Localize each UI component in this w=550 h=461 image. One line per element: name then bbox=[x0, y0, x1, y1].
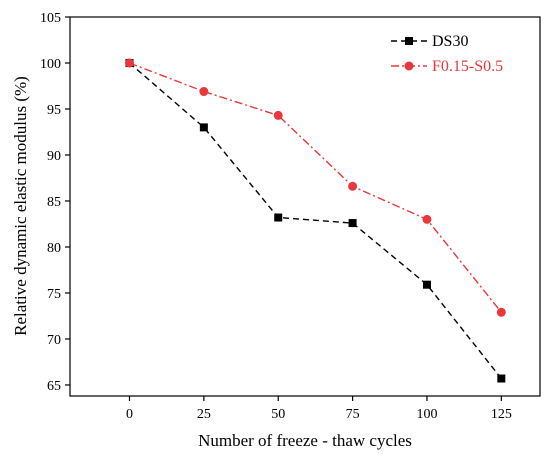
legend-label-2: F0.15-S0.5 bbox=[432, 58, 503, 75]
series-1-point bbox=[348, 219, 357, 228]
y-tick-label: 90 bbox=[47, 149, 61, 164]
x-tick-label: 100 bbox=[416, 407, 437, 422]
plot-frame bbox=[69, 16, 541, 397]
series-line-1 bbox=[129, 62, 502, 379]
x-tick-label: 125 bbox=[491, 407, 512, 422]
y-tick-label: 80 bbox=[47, 241, 61, 256]
x-tick-label: 50 bbox=[271, 407, 285, 422]
legend: DS30 F0.15-S0.5 bbox=[391, 33, 503, 75]
legend-label-1: DS30 bbox=[432, 33, 468, 50]
y-tick-label: 70 bbox=[47, 333, 61, 348]
x-tick-label: 0 bbox=[126, 407, 133, 422]
series-2-point bbox=[496, 307, 506, 317]
y-axis-title: Relative dynamic elastic modulus (%) bbox=[11, 76, 30, 336]
series-layer bbox=[124, 58, 506, 383]
series-1-point bbox=[422, 280, 431, 289]
series-line-2 bbox=[129, 62, 502, 313]
series-2-point bbox=[348, 181, 358, 191]
x-tick-label: 75 bbox=[346, 407, 360, 422]
y-axis: 65 70 75 80 85 90 95 100 105 bbox=[40, 11, 70, 394]
y-tick-label: 100 bbox=[40, 57, 61, 72]
y-tick-label: 85 bbox=[47, 195, 61, 210]
y-tick-label: 95 bbox=[47, 103, 61, 118]
series-2-point bbox=[422, 214, 432, 224]
y-tick-label: 75 bbox=[47, 287, 61, 302]
x-axis: 0 25 50 75 100 125 bbox=[126, 396, 512, 422]
y-tick-label: 105 bbox=[40, 11, 61, 26]
series-2-point bbox=[199, 87, 209, 97]
series-2-point bbox=[273, 110, 283, 120]
y-tick-label: 65 bbox=[47, 379, 61, 394]
legend-marker-1 bbox=[405, 37, 413, 45]
x-axis-title: Number of freeze - thaw cycles bbox=[198, 431, 412, 450]
series-1-point bbox=[497, 374, 506, 383]
x-tick-label: 25 bbox=[197, 407, 211, 422]
series-2-point bbox=[124, 58, 134, 68]
series-1-point bbox=[274, 213, 283, 222]
series-1-point bbox=[199, 123, 208, 132]
legend-marker-2 bbox=[404, 61, 414, 71]
